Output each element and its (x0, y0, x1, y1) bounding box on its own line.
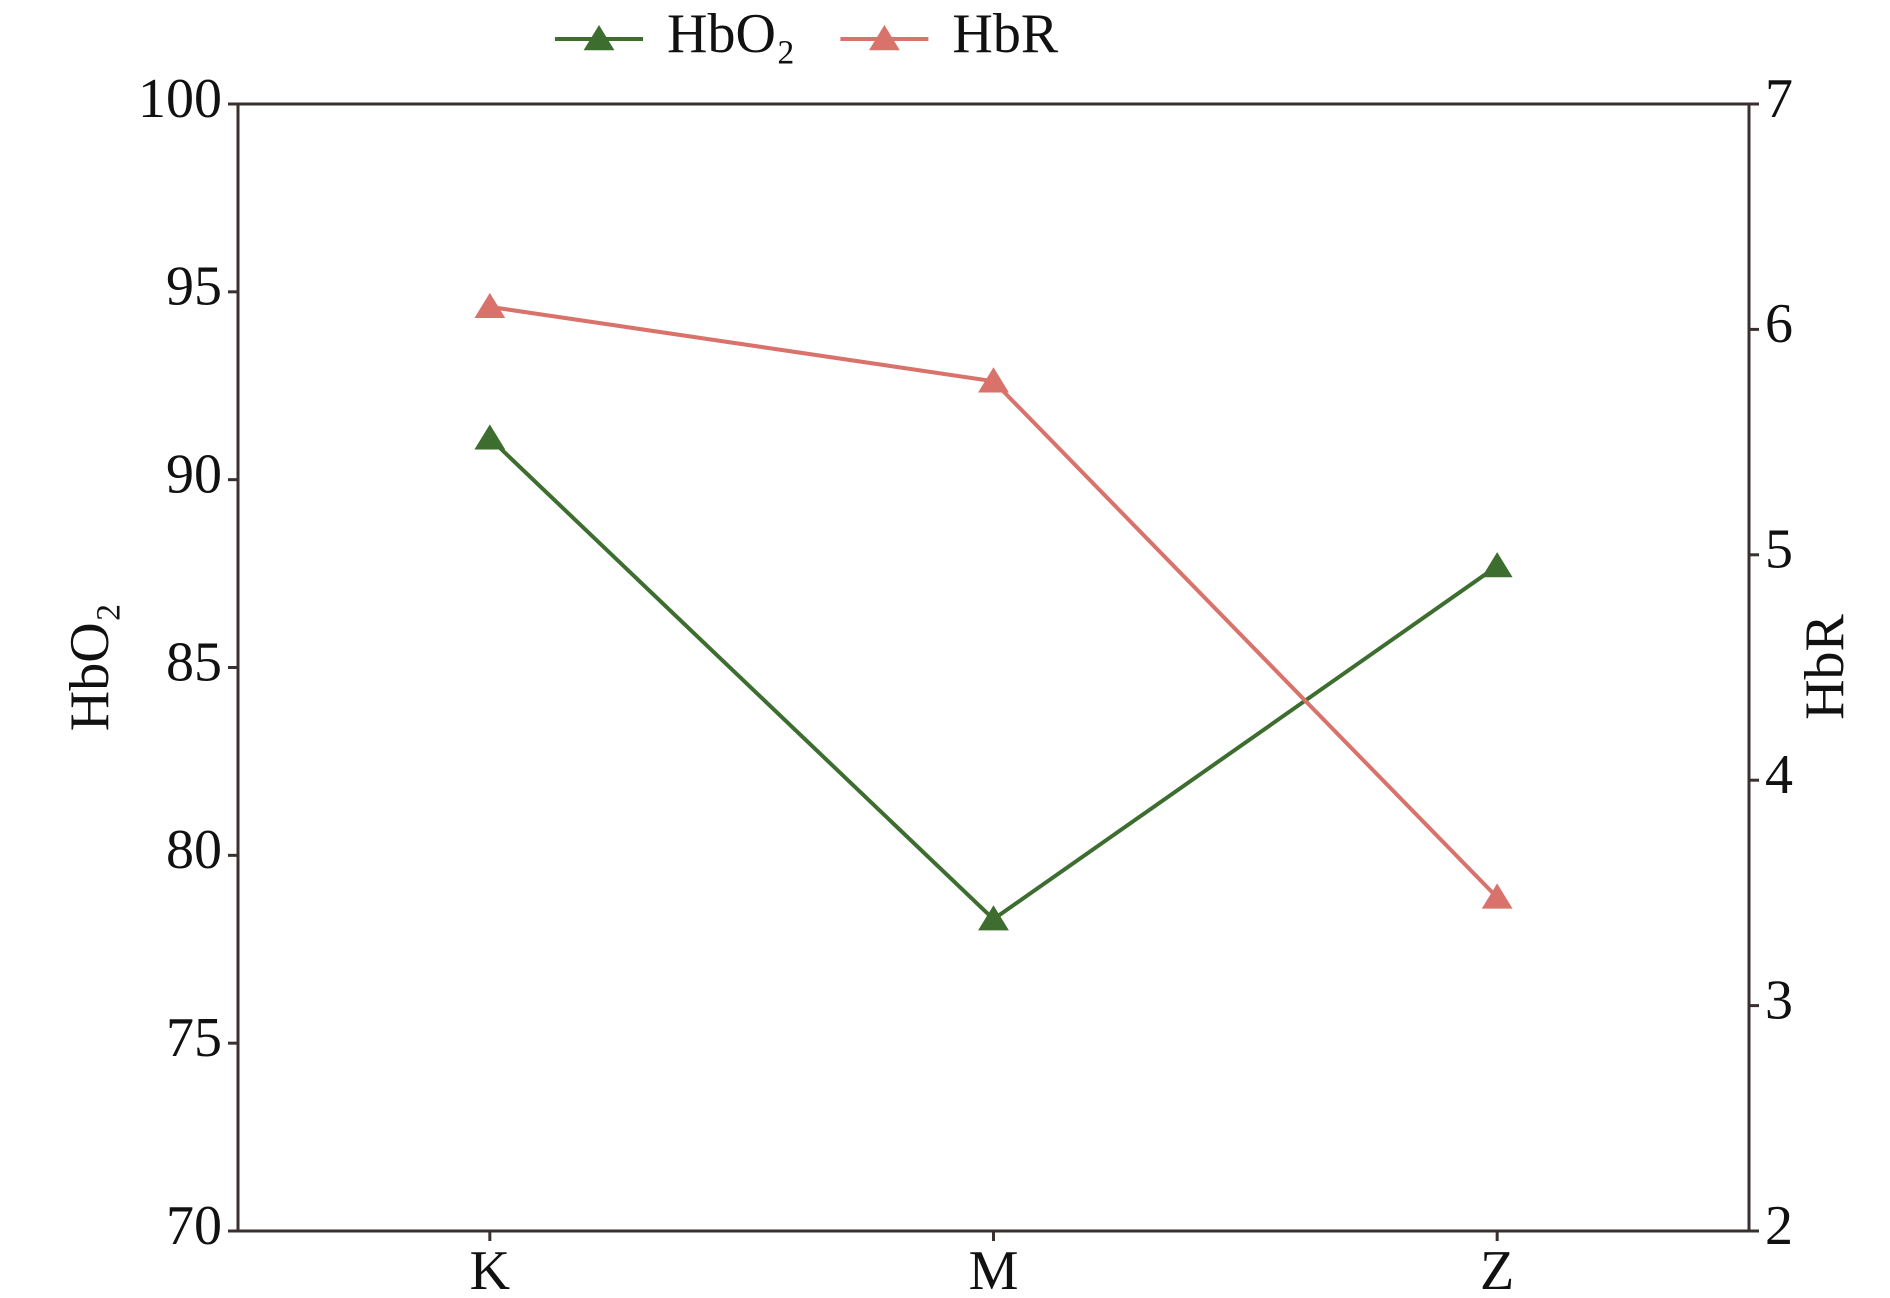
y2-tick-label: 3 (1765, 969, 1793, 1031)
marker (1481, 552, 1513, 578)
x-tick-label: K (470, 1240, 510, 1298)
y-tick-label: 90 (166, 444, 222, 506)
y-axis-label: HbO₂ (59, 603, 121, 731)
y-tick-label: 80 (166, 819, 222, 881)
legend-label: HbO₂ (667, 3, 795, 65)
plot-frame (236, 102, 1751, 1233)
series-line (488, 436, 1499, 922)
marker (474, 292, 506, 319)
y2-tick-label: 2 (1765, 1195, 1793, 1257)
y2-tick-label: 4 (1765, 744, 1793, 806)
y2-axis-label: HbR (1794, 613, 1856, 719)
y2-tick-label: 6 (1765, 293, 1793, 355)
y2-tick-label: 7 (1765, 68, 1793, 130)
series-line (489, 304, 1499, 899)
legend-label: HbR (952, 3, 1058, 65)
marker (978, 905, 1009, 931)
x-tick-label: Z (1480, 1240, 1514, 1298)
legend-marker (869, 25, 900, 51)
y-tick-label: 75 (166, 1007, 222, 1069)
marker (978, 367, 1009, 393)
marker (1481, 883, 1513, 909)
y2-tick-label: 5 (1765, 519, 1793, 581)
y-tick-label: 85 (166, 631, 222, 693)
y-tick-label: 100 (138, 68, 222, 130)
legend-marker (583, 25, 615, 51)
y-tick-label: 70 (166, 1195, 222, 1257)
x-tick-label: M (969, 1240, 1019, 1298)
marker (474, 424, 506, 450)
y-tick-label: 95 (166, 256, 222, 318)
